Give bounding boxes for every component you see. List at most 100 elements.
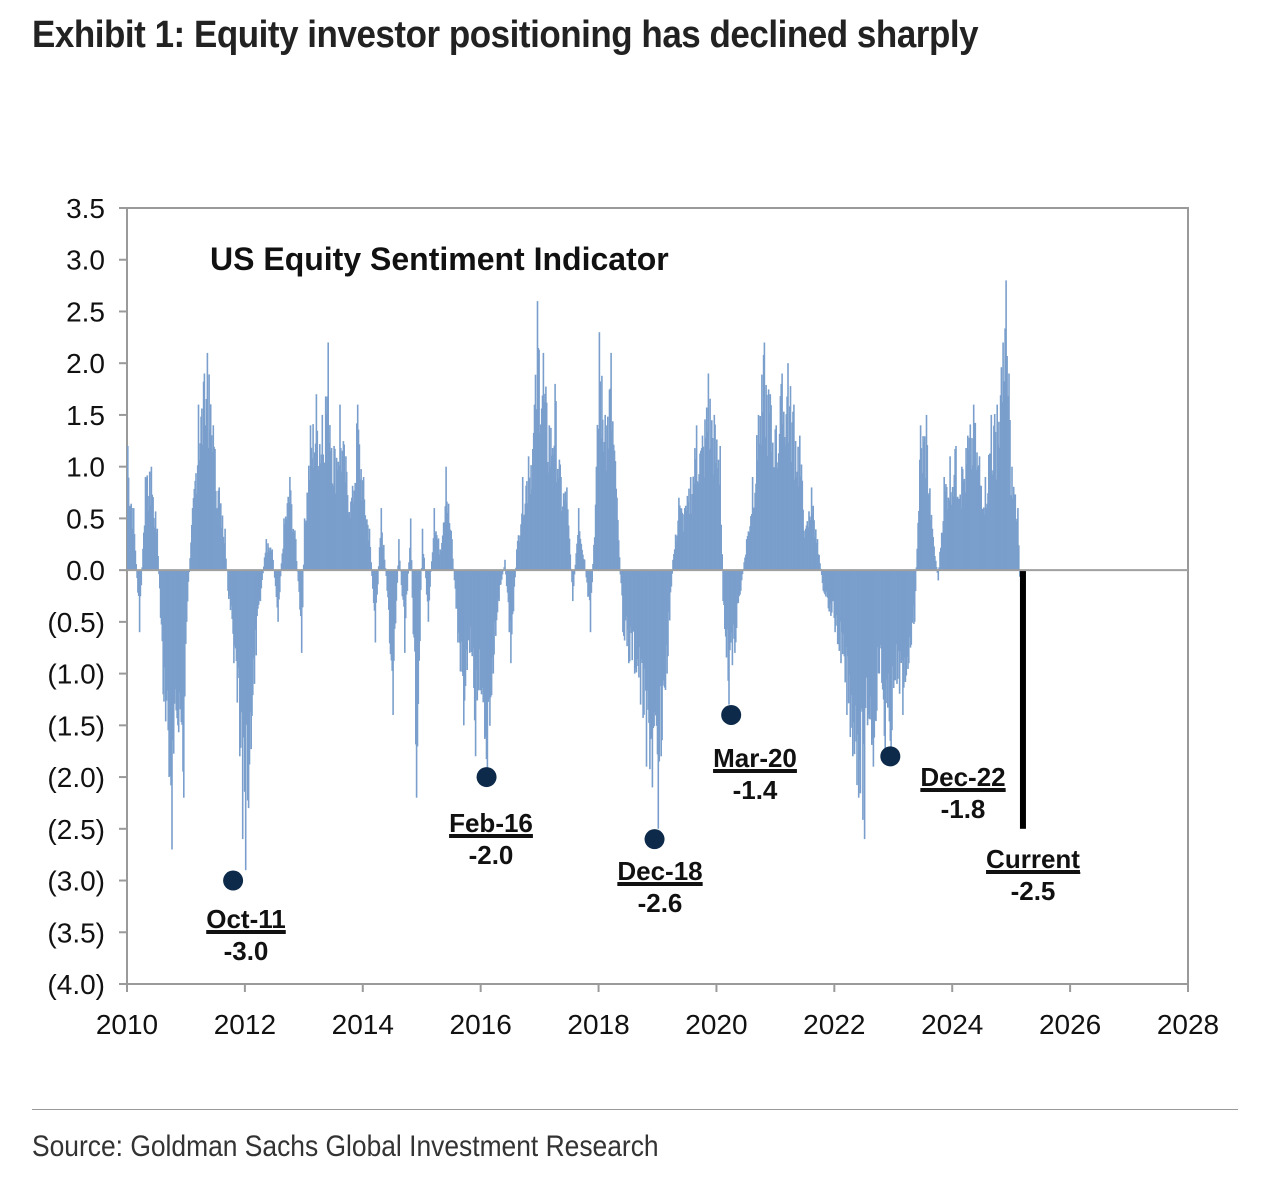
bar	[550, 427, 552, 571]
bar	[191, 508, 194, 571]
bar	[914, 570, 917, 592]
bar	[950, 492, 952, 571]
bar	[165, 570, 168, 701]
bar	[458, 570, 461, 643]
bar	[968, 437, 971, 571]
bar	[744, 557, 746, 571]
bar	[193, 488, 196, 571]
sentiment-chart: 3.5 3.0 2.5 2.0 1.5 1.0 0.5 0.0 (0.5) (1.0) (1.5) (…	[47, 193, 1219, 1040]
bar	[156, 528, 159, 571]
bar	[947, 497, 950, 571]
x-tick-label: 2026	[1039, 1009, 1101, 1040]
bar	[675, 541, 678, 571]
bar	[183, 570, 185, 798]
y-tick-label: (3.5)	[47, 917, 105, 948]
bar	[822, 570, 825, 591]
bar	[293, 533, 295, 571]
bar	[588, 570, 590, 597]
bar	[532, 449, 534, 571]
bar	[838, 570, 841, 651]
bar	[443, 522, 446, 571]
bar	[808, 511, 810, 571]
bar	[151, 494, 153, 571]
bar	[331, 483, 334, 571]
bar	[670, 570, 673, 587]
bar	[461, 570, 463, 672]
bar	[369, 547, 372, 571]
bar	[868, 570, 870, 719]
bar	[830, 570, 832, 616]
bar	[795, 477, 798, 571]
bar	[494, 570, 496, 622]
bar	[583, 559, 586, 571]
bar	[433, 508, 436, 571]
bar	[617, 540, 620, 571]
bar	[780, 383, 782, 571]
bar	[883, 570, 886, 736]
bar	[512, 570, 515, 612]
bar	[747, 531, 750, 571]
bar	[500, 570, 502, 585]
bar	[383, 559, 386, 571]
bar	[935, 567, 938, 571]
bar	[173, 570, 176, 704]
bar	[844, 570, 846, 683]
bar	[600, 438, 602, 571]
bar	[184, 570, 186, 697]
bar	[287, 496, 289, 571]
bar	[378, 547, 381, 571]
x-tick-label: 2020	[685, 1009, 747, 1040]
bar	[540, 424, 542, 571]
bar	[607, 448, 610, 571]
bar	[834, 570, 836, 633]
annotations: Oct-11-3.0 Feb-16-2.0 Dec-18-2.6 Mar-20-1.4…	[206, 704, 1081, 966]
bar	[617, 519, 619, 571]
bar	[168, 570, 170, 777]
bar	[431, 552, 434, 571]
bar	[351, 485, 354, 571]
bar	[700, 450, 702, 571]
bar	[714, 424, 716, 571]
bar	[357, 429, 360, 571]
bar	[409, 518, 412, 571]
bar	[934, 556, 936, 571]
bar	[793, 479, 796, 571]
bar	[777, 453, 780, 571]
annotation-value: -3.0	[224, 936, 269, 966]
y-tick-label: (0.5)	[47, 607, 105, 638]
bar	[828, 570, 830, 612]
bar	[663, 570, 666, 688]
bar	[633, 570, 635, 632]
bar	[963, 478, 966, 571]
bar	[732, 570, 734, 625]
bar	[308, 465, 310, 571]
bar	[620, 570, 622, 584]
bar	[688, 488, 690, 571]
bar	[572, 570, 574, 602]
bar	[314, 443, 317, 571]
bar	[189, 558, 191, 571]
bar	[646, 570, 649, 691]
bar	[333, 446, 335, 571]
bar	[825, 570, 827, 597]
bar	[155, 532, 158, 571]
bar	[942, 521, 945, 571]
bar	[786, 396, 788, 571]
bar	[612, 421, 614, 571]
bar	[710, 448, 712, 571]
bar	[359, 479, 361, 571]
bar	[149, 505, 152, 571]
y-axis: 3.5 3.0 2.5 2.0 1.5 1.0 0.5 0.0 (0.5) (1.0) (1.5) (…	[47, 193, 127, 1000]
bar	[1006, 356, 1008, 571]
bar	[595, 466, 598, 571]
bar	[904, 570, 907, 682]
y-tick-label: 0.5	[66, 503, 105, 534]
bar	[783, 437, 786, 571]
bar	[976, 452, 978, 571]
bar	[763, 342, 766, 571]
bar	[841, 570, 844, 655]
x-tick-label: 2012	[214, 1009, 276, 1040]
bar	[530, 465, 532, 571]
bar	[140, 570, 143, 586]
bar	[309, 425, 312, 571]
